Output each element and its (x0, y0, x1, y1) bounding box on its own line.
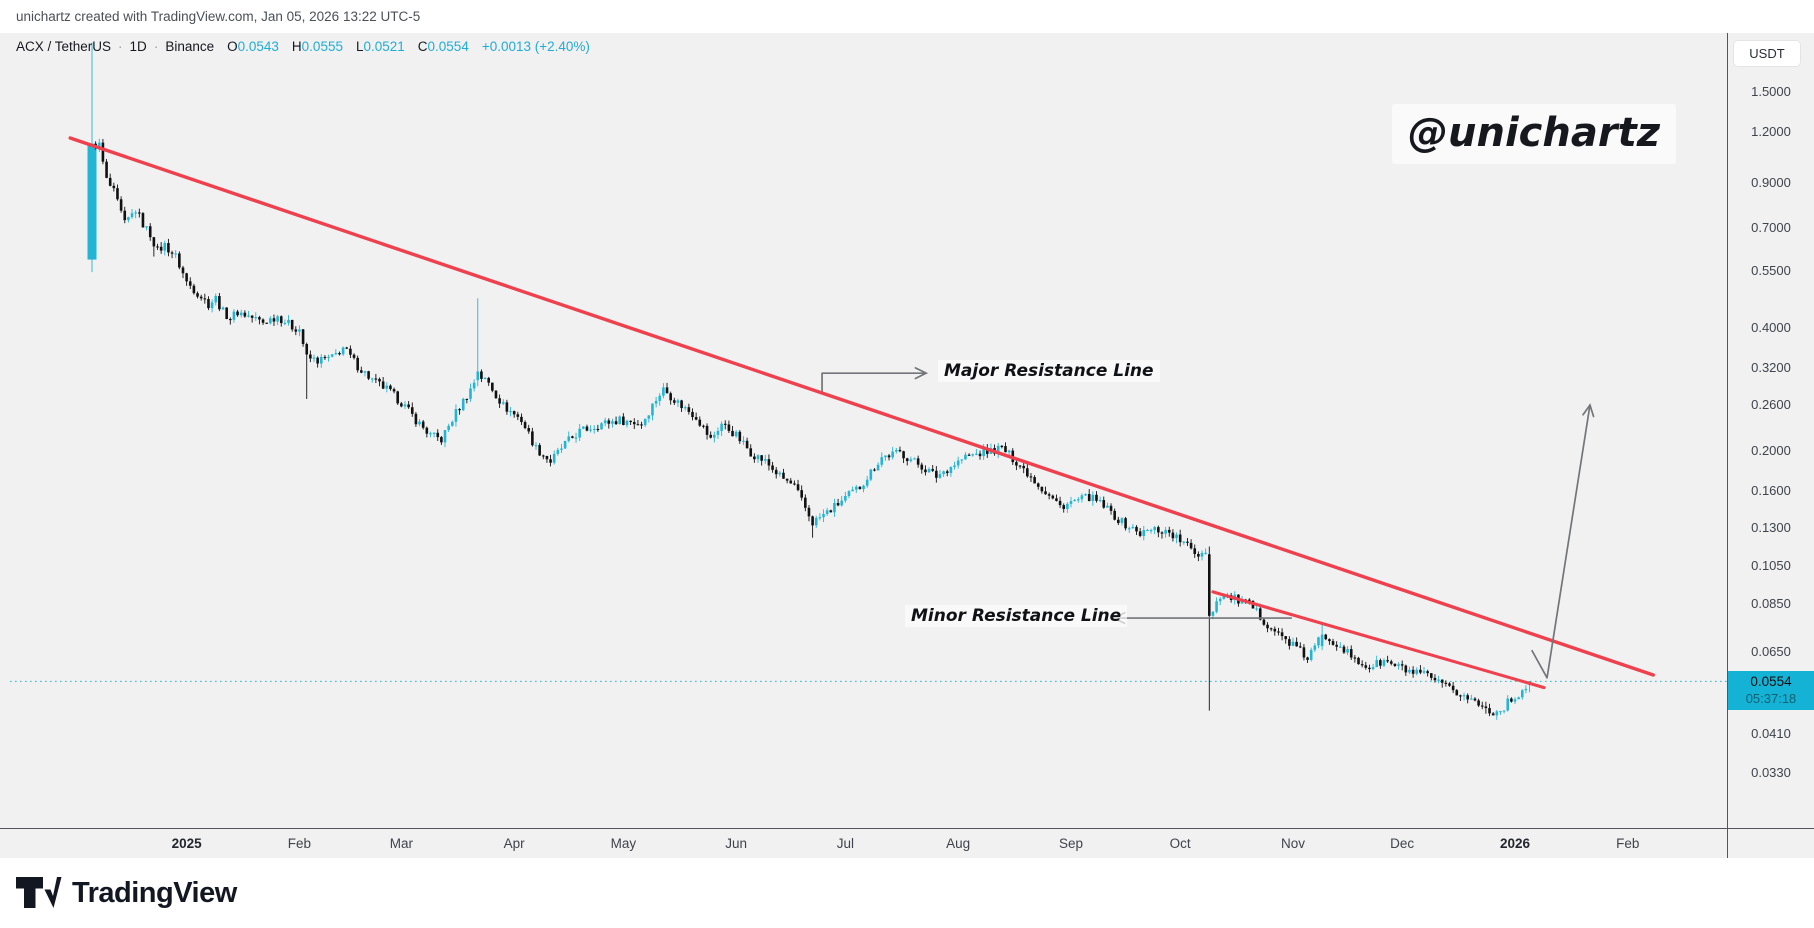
time-tick-label: Apr (503, 836, 525, 851)
watermark-handle: @unichartz (1392, 104, 1676, 164)
minor-resistance-label[interactable]: Minor Resistance Line (905, 605, 1128, 627)
major-callout-arrow[interactable] (821, 372, 927, 392)
footer-bar: TradingView (0, 858, 1814, 928)
price-tick-label: 0.3200 (1751, 359, 1791, 375)
price-tick-label: 0.5500 (1751, 263, 1791, 279)
ohlc-close: C0.0554 (417, 39, 469, 54)
last-price-value: 0.0554 (1750, 673, 1792, 689)
price-tick-label: 0.0330 (1751, 764, 1791, 780)
credit-text: unichartz created with TradingView.com, … (16, 9, 421, 24)
price-tick-label: 0.1600 (1751, 483, 1791, 499)
time-tick-label: 2026 (1499, 836, 1531, 851)
symbol-name: ACX / TetherUS (16, 39, 112, 54)
symbol-legend[interactable]: ACX / TetherUS · 1D · Binance O0.0543 H0… (16, 39, 590, 54)
exchange-label: Binance (165, 39, 215, 54)
legend-separator: · (153, 39, 159, 54)
ohlc-open: O0.0543 (227, 39, 279, 54)
projection-arrow[interactable] (1531, 404, 1591, 679)
projection-arrow-head (1582, 403, 1595, 418)
price-tick-label: 0.0850 (1751, 596, 1791, 612)
time-tick-label: Sep (1058, 836, 1083, 851)
price-tick-label: 0.4000 (1751, 319, 1791, 335)
time-tick-label: Jun (725, 836, 748, 851)
last-price-badge: 0.0554 05:37:18 (1728, 670, 1814, 710)
time-tick-label: Dec (1390, 836, 1415, 851)
chart-pane-background (0, 33, 1814, 858)
candlestick-series (87, 42, 1531, 720)
major-resistance-label[interactable]: Major Resistance Line (938, 360, 1160, 382)
price-tick-label: 0.1050 (1751, 558, 1791, 574)
ohlc-low: L0.0521 (355, 39, 405, 54)
time-tick-label: May (610, 836, 637, 851)
time-tick-label: Feb (287, 836, 312, 851)
tradingview-wordmark[interactable]: TradingView (72, 876, 237, 909)
interval-label: 1D (129, 39, 147, 54)
price-tick-label: 0.7000 (1751, 220, 1791, 236)
major-trendline[interactable] (68, 136, 1656, 677)
price-tick-label: 0.0650 (1751, 643, 1791, 659)
currency-unit-chip[interactable]: USDT (1734, 41, 1800, 66)
price-tick-label: 0.2600 (1751, 396, 1791, 412)
snapshot-credit-bar: unichartz created with TradingView.com, … (0, 0, 1814, 33)
tradingview-logo-icon[interactable] (16, 877, 62, 909)
price-tick-label: 1.5000 (1751, 84, 1791, 100)
price-change: +0.0013 (+2.40%) (481, 39, 590, 54)
minor-trendline[interactable] (1211, 590, 1546, 690)
time-tick-label: Feb (1616, 836, 1640, 851)
time-tick-label: Jul (836, 836, 854, 851)
time-tick-label: 2025 (171, 836, 202, 851)
time-tick-label: Mar (389, 836, 413, 851)
time-tick-label: Oct (1169, 836, 1191, 851)
price-tick-label: 1.2000 (1751, 123, 1791, 139)
price-tick-label: 0.1300 (1751, 520, 1791, 536)
time-tick-label: Nov (1280, 836, 1306, 851)
price-tick-label: 0.2000 (1751, 443, 1791, 459)
price-tick-label: 0.0410 (1751, 726, 1791, 742)
price-tick-label: 0.9000 (1751, 175, 1791, 191)
legend-separator: · (118, 39, 123, 54)
major-callout-arrow-head (914, 366, 929, 380)
time-tick-label: Aug (946, 836, 971, 851)
candle-countdown: 05:37:18 (1745, 690, 1797, 706)
ohlc-high: H0.0555 (291, 39, 343, 54)
